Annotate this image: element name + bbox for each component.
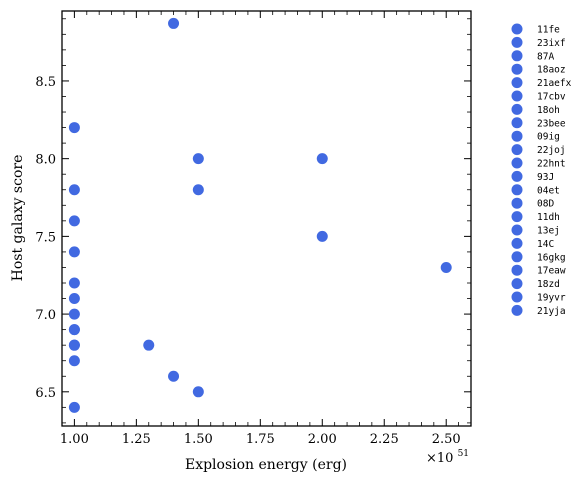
legend: 11fe 23ixf 87A 18aoz 21aefx 17cbv 18oh 23bee 09i… — [511, 23, 572, 317]
y-tick-label: 6.5 — [35, 386, 56, 401]
x-tick-label: 1.00 — [60, 432, 89, 447]
data-point-19yvr — [68, 324, 80, 336]
y-tick-label: 7.5 — [35, 230, 56, 245]
x-tick-label: 2.50 — [432, 432, 461, 447]
legend-label-87A: 87A — [537, 51, 554, 62]
legend-label-11fe: 11fe — [537, 25, 560, 36]
legend-label-21aefx: 21aefx — [537, 78, 572, 89]
legend-label-22hnt: 22hnt — [537, 159, 566, 170]
data-point-22joj — [440, 261, 452, 273]
legend-marker-93J — [511, 170, 523, 182]
legend-label-19yvr: 19yvr — [537, 293, 566, 304]
x-axis-multiplier-exponent: 51 — [458, 449, 469, 459]
x-tick-label: 2.00 — [308, 432, 337, 447]
x-tick-label: 1.50 — [184, 432, 213, 447]
legend-label-18oh: 18oh — [537, 105, 560, 116]
legend-marker-87A — [511, 50, 523, 62]
legend-label-11dh: 11dh — [537, 212, 560, 223]
legend-label-93J: 93J — [537, 172, 554, 183]
legend-label-21yja: 21yja — [537, 306, 566, 317]
data-point-04et — [68, 308, 80, 320]
x-tick-label: 2.25 — [370, 432, 399, 447]
legend-marker-22joj — [511, 144, 523, 156]
legend-marker-21aefx — [511, 77, 523, 89]
data-point-18zd — [68, 401, 80, 413]
legend-marker-18aoz — [511, 63, 523, 75]
legend-marker-17cbv — [511, 90, 523, 102]
data-point-18aoz — [316, 153, 328, 165]
plot-frame — [61, 10, 472, 427]
legend-label-17cbv: 17cbv — [537, 92, 566, 103]
data-point-17eaw — [192, 386, 204, 398]
legend-label-18aoz: 18aoz — [537, 65, 566, 76]
data-point-93J — [68, 293, 80, 305]
legend-label-22joj: 22joj — [537, 145, 566, 156]
data-point-16gkg — [168, 370, 180, 382]
legend-label-23bee: 23bee — [537, 118, 566, 129]
y-tick-label: 7.0 — [35, 308, 56, 323]
data-point-18oh — [68, 215, 80, 227]
legend-marker-14C — [511, 237, 523, 249]
legend-label-13ej: 13ej — [537, 226, 560, 237]
legend-label-16gkg: 16gkg — [537, 252, 566, 263]
x-axis-label: Explosion energy (erg) — [185, 457, 347, 473]
data-point-23ixf — [68, 122, 80, 134]
legend-marker-11fe — [511, 23, 523, 35]
legend-marker-22hnt — [511, 157, 523, 169]
data-points — [68, 17, 452, 413]
data-point-09ig — [68, 246, 80, 258]
legend-label-08D: 08D — [537, 199, 554, 210]
x-tick-label: 1.25 — [122, 432, 151, 447]
data-point-11dh — [143, 339, 155, 351]
legend-marker-18zd — [511, 278, 523, 290]
data-point-22hnt — [68, 277, 80, 289]
legend-label-09ig: 09ig — [537, 132, 560, 143]
legend-marker-09ig — [511, 130, 523, 142]
legend-marker-18oh — [511, 103, 523, 115]
legend-marker-08D — [511, 197, 523, 209]
legend-marker-19yvr — [511, 291, 523, 303]
data-point-21yja — [68, 339, 80, 351]
legend-label-17eaw: 17eaw — [537, 266, 566, 277]
data-point-17cbv — [192, 184, 204, 196]
data-point-14C — [68, 355, 80, 367]
legend-marker-16gkg — [511, 251, 523, 263]
legend-label-23ixf: 23ixf — [537, 38, 566, 49]
x-axis-multiplier-base: ×10 — [426, 451, 453, 466]
data-point-23bee — [316, 230, 328, 242]
legend-marker-23bee — [511, 117, 523, 129]
y-tick-label: 8.5 — [35, 75, 56, 90]
tick-labels: 1.00 1.25 1.50 1.75 2.00 2.25 2.50 6.5 7.0 7.5 8.0… — [35, 75, 460, 447]
legend-marker-17eaw — [511, 264, 523, 276]
legend-marker-11dh — [511, 211, 523, 223]
axis-ticks — [61, 11, 472, 426]
legend-marker-21yja — [511, 304, 523, 316]
x-axis-multiplier: ×10 51 — [426, 449, 469, 466]
legend-marker-04et — [511, 184, 523, 196]
legend-marker-23ixf — [511, 36, 523, 48]
legend-label-18zd: 18zd — [537, 279, 560, 290]
legend-marker-13ej — [511, 224, 523, 236]
legend-label-14C: 14C — [537, 239, 554, 250]
data-point-11fe — [168, 17, 180, 29]
y-axis-label: Host galaxy score — [10, 155, 26, 282]
y-tick-label: 8.0 — [35, 153, 56, 168]
legend-label-04et: 04et — [537, 185, 560, 196]
x-tick-label: 1.75 — [246, 432, 275, 447]
data-point-87A — [192, 153, 204, 165]
data-point-21aefx — [68, 184, 80, 196]
